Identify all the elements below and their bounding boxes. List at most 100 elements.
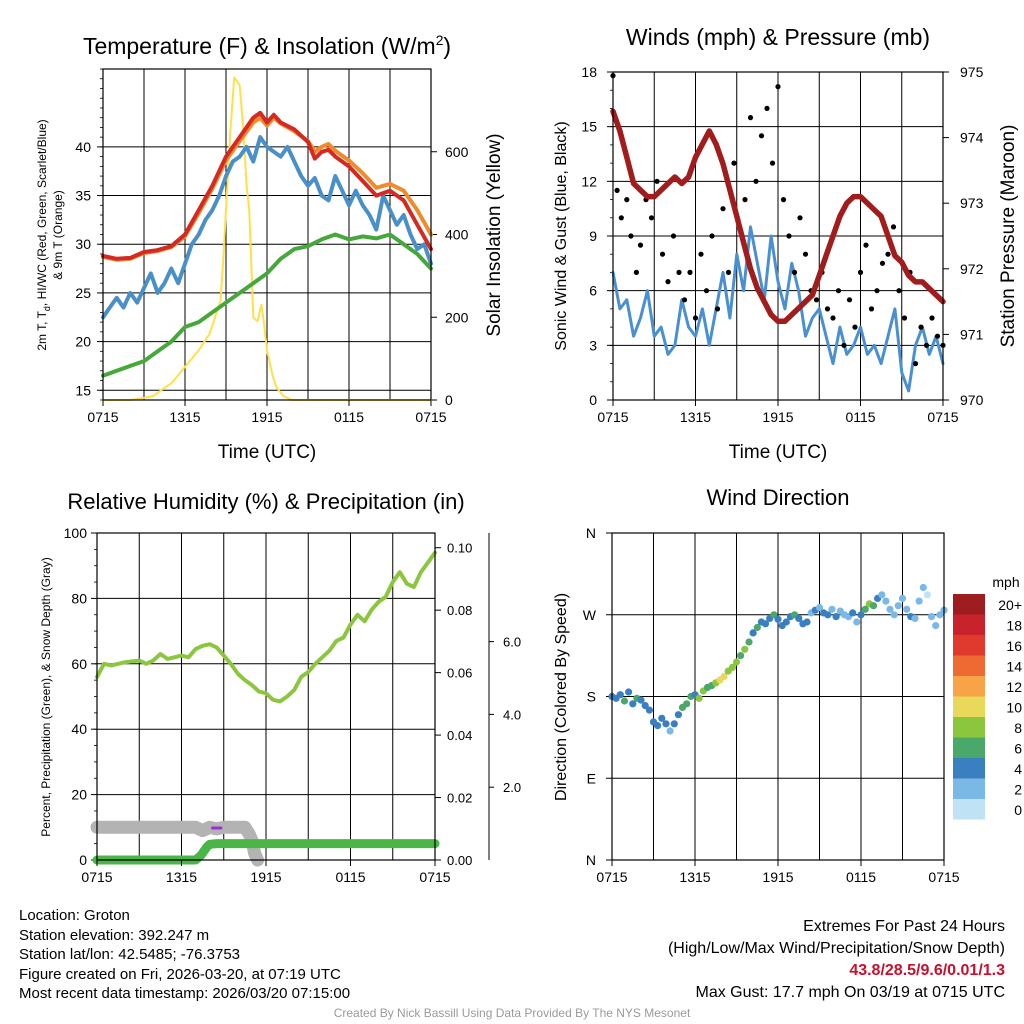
- wdir-ytick-label: S: [587, 689, 596, 705]
- extremes-subtitle: (High/Low/Max Wind/Precipitation/Snow De…: [667, 940, 1005, 957]
- wdir-point: [637, 696, 645, 704]
- wdir-legend-label: 16: [1006, 638, 1022, 654]
- temp-xlabel: Time (UTC): [218, 442, 317, 463]
- wind-gust-point: [665, 279, 671, 285]
- wdir-point: [886, 605, 894, 613]
- wdir-xtick-label: 0115: [846, 869, 876, 885]
- wind-gust-point: [929, 315, 935, 321]
- wind-y2tick-label: 972: [960, 261, 984, 277]
- extremes-values: 43.8/28.5/9.6/0.01/1.3: [849, 962, 1005, 979]
- wdir-legend-swatch: [953, 614, 985, 635]
- wdir-xtick-label: 0715: [928, 869, 959, 885]
- wdir-ylabel-group: Direction (Colored By Speed): [553, 593, 570, 801]
- wdir-legend-swatch: [953, 655, 985, 676]
- temp-ytick-label: 40: [75, 139, 91, 155]
- wdir-point: [803, 618, 811, 626]
- wdir-point: [857, 611, 865, 619]
- wdir-point: [936, 611, 944, 619]
- wind-xtick-label: 0715: [597, 409, 628, 425]
- temp-y2tick-label: 200: [445, 309, 469, 325]
- wdir-point: [919, 583, 927, 592]
- wdir-point: [861, 605, 869, 613]
- wdir-point: [732, 658, 741, 666]
- wdir-legend-label: 4: [1014, 761, 1022, 777]
- temp-ylabel-part: , HI/WC (Red, Green, Scarlet/Blue): [35, 119, 49, 306]
- wdir-point: [620, 697, 629, 705]
- wind-gust-point: [934, 333, 941, 339]
- temp-ytick-label: 35: [75, 188, 91, 204]
- station-info: Location: Groton Station elevation: 392.…: [19, 906, 350, 1004]
- wdir-point: [741, 645, 749, 653]
- wdir-point: [654, 722, 662, 730]
- wind-gust-point: [687, 269, 693, 275]
- wind-gust-point: [874, 288, 880, 294]
- temp-xtick-label: 1315: [169, 409, 200, 425]
- wind-gust-point: [841, 342, 847, 348]
- wdir-legend-label: 10: [1006, 700, 1022, 716]
- wind-y2tick-label: 974: [960, 130, 984, 146]
- wdir-point: [832, 613, 840, 621]
- temp-y2tick-label: 0: [445, 392, 453, 408]
- wind-gust-point: [659, 251, 666, 257]
- rh-y2tick-label: 0.06: [447, 666, 472, 681]
- temp-xtick-label: 0715: [415, 409, 446, 425]
- rh-y2tick-label: 0.02: [447, 791, 472, 806]
- wind-gust-point: [648, 215, 655, 221]
- wind-gust-point: [747, 115, 754, 121]
- wind-gust-point: [714, 306, 721, 312]
- temp-ytick-label: 30: [75, 236, 91, 252]
- wdir-point: [898, 594, 907, 603]
- wind-ytick-label: 3: [589, 337, 597, 353]
- rh-y3tick-label: 4.0: [503, 707, 521, 722]
- wind-gust-point: [912, 361, 919, 367]
- wind-ytick-label: 18: [581, 64, 597, 80]
- rh-ytick-label: 60: [71, 656, 87, 672]
- wdir-point: [737, 652, 745, 660]
- temp-xtick-label: 0115: [334, 409, 364, 425]
- wind-gust-point: [923, 342, 930, 348]
- wdir-legend-label: 0: [1014, 802, 1022, 818]
- wdir-point: [658, 714, 666, 722]
- wind-xlabel: Time (UTC): [729, 442, 828, 463]
- wind-gust-point: [769, 160, 776, 166]
- wdir-legend-label: 14: [1006, 659, 1022, 675]
- wind-gust-point: [753, 178, 759, 184]
- wind-gust-point: [786, 233, 792, 239]
- rh-xtick-label: 0715: [419, 869, 450, 885]
- wind-gust-point: [885, 251, 891, 257]
- wind-gust-point: [637, 242, 644, 248]
- temp-xtick-label: 0715: [87, 409, 118, 425]
- wind-gust-point: [618, 215, 624, 221]
- rh-series-snow-depth: [90, 820, 265, 867]
- temp-title-part: Temperature (F) & Insolation (W/m: [83, 33, 436, 59]
- wind-y2label-group: Station Pressure (Maroon): [998, 125, 1019, 348]
- rh-xtick-label: 1315: [166, 869, 197, 885]
- wdir-point: [720, 672, 728, 681]
- wdir-legend-swatch: [953, 635, 985, 656]
- temp-y2label-group: Solar Insolation (Yellow): [484, 133, 505, 336]
- wind-xtick-label: 0715: [927, 409, 958, 425]
- wdir-point: [761, 620, 770, 628]
- wind-y2tick-label: 971: [960, 326, 984, 342]
- rh-ytick-label: 20: [71, 787, 87, 803]
- wdir-point: [683, 700, 691, 708]
- temp-xtick-label: 1915: [251, 409, 282, 425]
- wdir-legend-swatch: [953, 676, 985, 697]
- wdir-legend-title: mph: [992, 574, 1019, 590]
- rh-ytick-label: 40: [71, 721, 87, 737]
- wdir-point: [932, 622, 940, 630]
- wind-gust-point: [852, 324, 858, 330]
- wdir-legend-swatch: [953, 696, 985, 717]
- wind-gust-point: [614, 187, 620, 193]
- temp-y2label: Solar Insolation (Yellow): [484, 133, 505, 336]
- wind-gust-point: [824, 306, 831, 312]
- wdir-point: [795, 614, 803, 623]
- figure-created: Figure created on Fri, 2026-03-20, at 07…: [19, 965, 341, 983]
- wdir-point: [662, 720, 670, 728]
- wdir-legend-swatch: [953, 778, 985, 799]
- wdir-point: [853, 618, 861, 626]
- wdir-legend-label: 8: [1014, 720, 1022, 736]
- temp-ytick-label: 15: [75, 382, 91, 398]
- wind-gust-point: [698, 251, 704, 257]
- wdir-xtick-label: 1915: [762, 869, 793, 885]
